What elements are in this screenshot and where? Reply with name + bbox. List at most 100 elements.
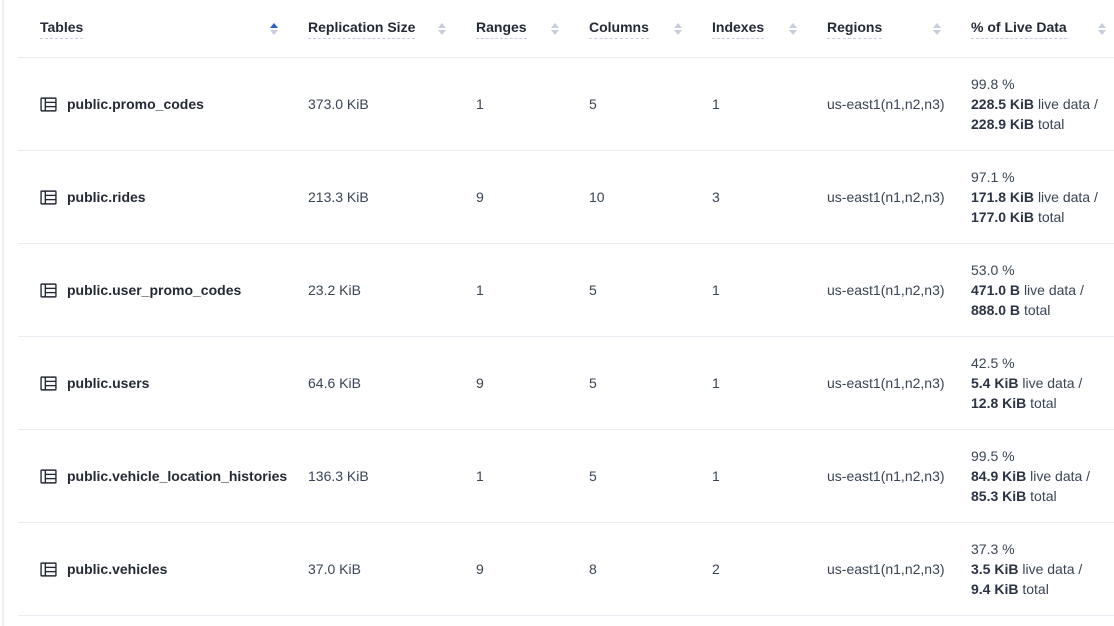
table-name-cell[interactable]: public.promo_codes <box>18 96 308 113</box>
sort-desc-arrow-icon <box>551 29 559 35</box>
total-data-size: 177.0 KiB <box>971 209 1035 225</box>
table-row: public.promo_codes 373.0 KiB 1 5 1 us-ea… <box>18 58 1114 151</box>
table-name-cell[interactable]: public.vehicle_location_histories <box>18 468 308 485</box>
sort-asc-arrow-icon <box>789 22 797 28</box>
live-data-line: 228.5 KiB live data / <box>971 94 1108 114</box>
total-data-label: total <box>1030 488 1057 504</box>
live-data-cell: 37.3 % 3.5 KiB live data / 9.4 KiB total <box>971 539 1114 599</box>
table-grid-icon <box>40 282 57 299</box>
live-data-line: 84.9 KiB live data / <box>971 466 1108 486</box>
live-data-size: 3.5 KiB <box>971 561 1019 577</box>
live-data-label: live data / <box>1037 189 1098 205</box>
sort-desc-arrow-icon <box>438 29 446 35</box>
replication-size-cell: 37.0 KiB <box>308 561 361 577</box>
indexes-cell: 1 <box>712 375 720 391</box>
ranges-cell: 9 <box>476 375 484 391</box>
live-data-cell: 42.5 % 5.4 KiB live data / 12.8 KiB tota… <box>971 353 1114 413</box>
sort-arrows-icon[interactable] <box>1098 22 1106 35</box>
indexes-cell: 1 <box>712 468 720 484</box>
live-data-percent: 42.5 % <box>971 355 1015 371</box>
sort-asc-arrow-icon <box>933 22 941 28</box>
total-data-size: 228.9 KiB <box>971 116 1035 132</box>
regions-cell: us-east1(n1,n2,n3) <box>827 96 945 112</box>
columns-cell: 5 <box>589 375 597 391</box>
columns-cell: 10 <box>589 189 605 205</box>
table-name[interactable]: public.rides <box>67 189 146 205</box>
total-data-line: 12.8 KiB total <box>971 393 1108 413</box>
live-data-size: 5.4 KiB <box>971 375 1019 391</box>
live-data-percent: 99.8 % <box>971 76 1015 92</box>
table-name[interactable]: public.users <box>67 375 150 391</box>
sort-asc-arrow-icon <box>674 22 682 28</box>
table-name[interactable]: public.vehicles <box>67 561 168 577</box>
ranges-cell: 1 <box>476 282 484 298</box>
total-data-line: 9.4 KiB total <box>971 579 1108 599</box>
live-data-label: live data / <box>1022 561 1083 577</box>
total-data-label: total <box>1022 581 1049 597</box>
sort-arrows-icon[interactable] <box>438 22 446 35</box>
live-data-percent: 99.5 % <box>971 448 1015 464</box>
table-row: public.vehicle_location_histories 136.3 … <box>18 430 1114 523</box>
total-data-label: total <box>1030 395 1057 411</box>
table-grid-icon <box>40 468 57 485</box>
replication-size-cell: 23.2 KiB <box>308 282 361 298</box>
columns-cell: 5 <box>589 282 597 298</box>
column-header-of-live-data[interactable]: % of Live Data <box>971 19 1114 39</box>
table-row: public.user_promo_codes 23.2 KiB 1 5 1 u… <box>18 244 1114 337</box>
column-header-regions[interactable]: Regions <box>827 19 971 39</box>
table-name-cell[interactable]: public.rides <box>18 189 308 206</box>
columns-cell: 8 <box>589 561 597 577</box>
columns-cell: 5 <box>589 96 597 112</box>
table-grid-icon <box>40 189 57 206</box>
regions-cell: us-east1(n1,n2,n3) <box>827 468 945 484</box>
live-data-size: 228.5 KiB <box>971 96 1035 112</box>
live-data-label: live data / <box>1023 282 1084 298</box>
sort-arrows-icon[interactable] <box>933 22 941 35</box>
sort-arrows-icon[interactable] <box>674 22 682 35</box>
table-name-cell[interactable]: public.user_promo_codes <box>18 282 308 299</box>
live-data-size: 84.9 KiB <box>971 468 1027 484</box>
ranges-cell: 1 <box>476 468 484 484</box>
sort-asc-arrow-icon <box>438 22 446 28</box>
table-header-row: Tables Replication Size Ranges Columns I… <box>18 0 1114 58</box>
table-name-cell[interactable]: public.vehicles <box>18 561 308 578</box>
sort-asc-arrow-icon <box>551 22 559 28</box>
indexes-cell: 1 <box>712 282 720 298</box>
live-data-line: 171.8 KiB live data / <box>971 187 1108 207</box>
indexes-cell: 1 <box>712 96 720 112</box>
column-header-replication-size[interactable]: Replication Size <box>308 19 476 39</box>
live-data-label: live data / <box>1030 468 1091 484</box>
replication-size-cell: 373.0 KiB <box>308 96 369 112</box>
live-data-cell: 97.1 % 171.8 KiB live data / 177.0 KiB t… <box>971 167 1114 227</box>
live-data-percent: 97.1 % <box>971 169 1015 185</box>
live-data-size: 171.8 KiB <box>971 189 1035 205</box>
sort-desc-arrow-icon <box>789 29 797 35</box>
table-name[interactable]: public.promo_codes <box>67 96 204 112</box>
table-grid-icon <box>40 375 57 392</box>
live-data-percent: 53.0 % <box>971 262 1015 278</box>
sort-arrows-icon[interactable] <box>270 22 278 35</box>
total-data-line: 888.0 B total <box>971 300 1108 320</box>
table-row: public.rides 213.3 KiB 9 10 3 us-east1(n… <box>18 151 1114 244</box>
live-data-size: 471.0 B <box>971 282 1021 298</box>
sort-arrows-icon[interactable] <box>789 22 797 35</box>
live-data-line: 471.0 B live data / <box>971 280 1108 300</box>
column-header-ranges[interactable]: Ranges <box>476 19 589 39</box>
regions-cell: us-east1(n1,n2,n3) <box>827 282 945 298</box>
live-data-cell: 99.8 % 228.5 KiB live data / 228.9 KiB t… <box>971 74 1114 134</box>
column-header-columns[interactable]: Columns <box>589 19 712 39</box>
total-data-size: 9.4 KiB <box>971 581 1019 597</box>
tables-list: Tables Replication Size Ranges Columns I… <box>18 0 1114 616</box>
column-header-tables[interactable]: Tables <box>18 19 308 39</box>
table-name[interactable]: public.user_promo_codes <box>67 282 242 298</box>
column-header-indexes[interactable]: Indexes <box>712 19 827 39</box>
table-body: public.promo_codes 373.0 KiB 1 5 1 us-ea… <box>18 58 1114 616</box>
panel-left-edge <box>2 0 4 626</box>
table-row: public.users 64.6 KiB 9 5 1 us-east1(n1,… <box>18 337 1114 430</box>
regions-cell: us-east1(n1,n2,n3) <box>827 375 945 391</box>
sort-arrows-icon[interactable] <box>551 22 559 35</box>
table-grid-icon <box>40 96 57 113</box>
table-name-cell[interactable]: public.users <box>18 375 308 392</box>
table-name[interactable]: public.vehicle_location_histories <box>67 468 288 484</box>
